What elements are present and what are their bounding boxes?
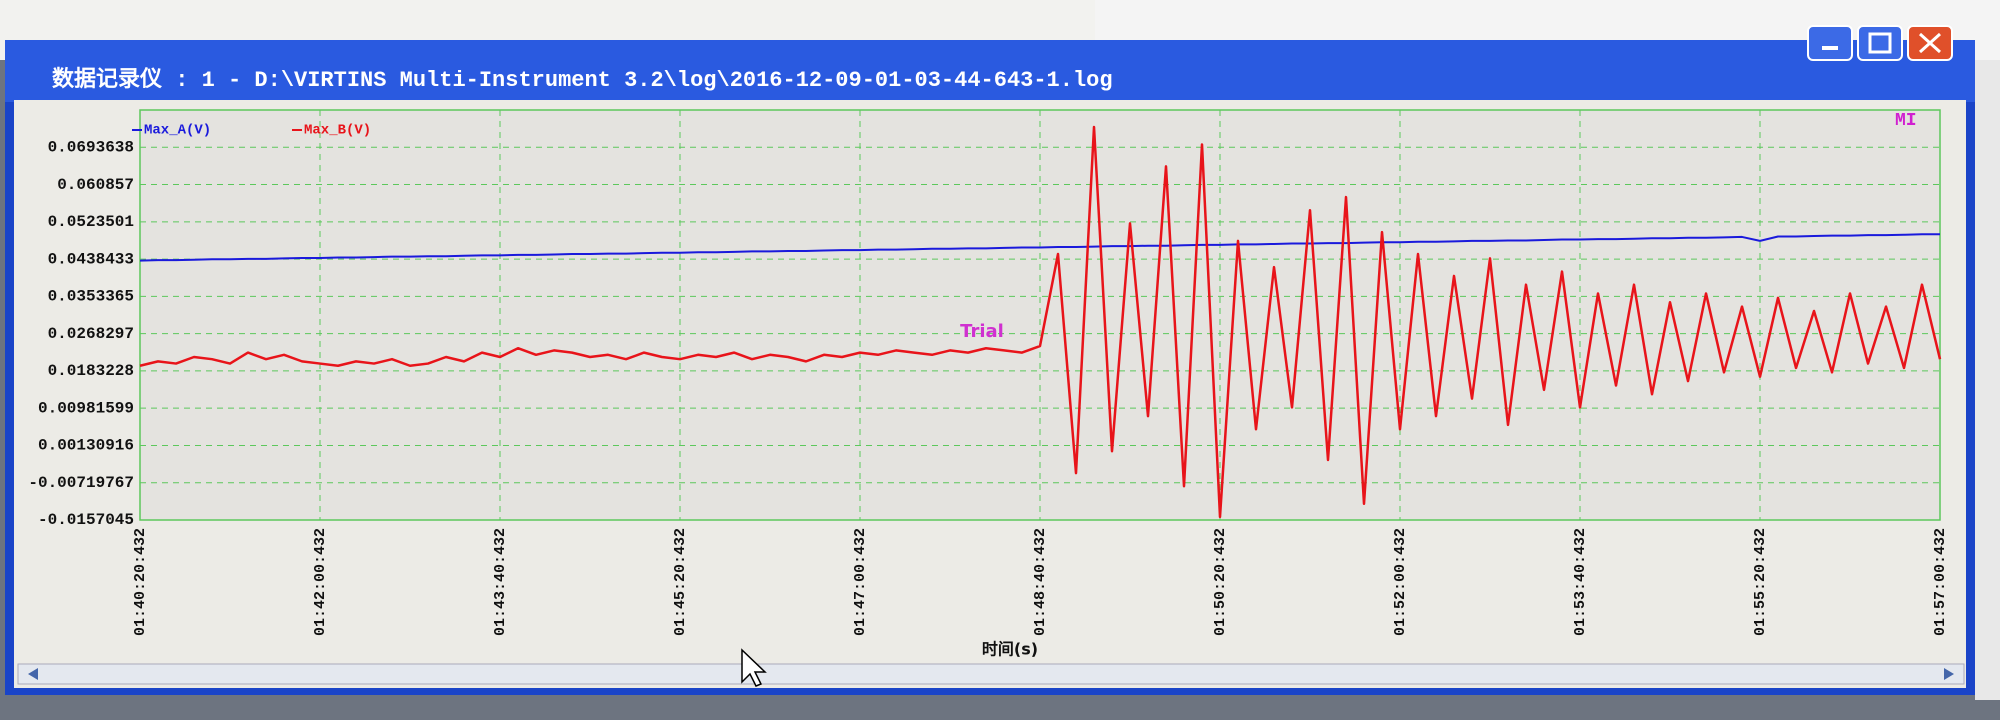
horizontal-scrollbar[interactable] (17, 663, 1965, 685)
y-tick-label: 0.0438433 (48, 250, 134, 268)
chart: -0.0157045 -0.00719767 0.00130916 0.0098159… (28, 110, 1949, 659)
window-title: 数据记录仪 : 1 - D:\VIRTINS Multi-Instrument … (52, 66, 1113, 93)
x-tick-label: 01:50:20:432 (1212, 528, 1229, 636)
maximize-button[interactable] (1857, 25, 1903, 61)
minimize-icon (1822, 46, 1838, 50)
y-tick-label: 0.00130916 (38, 437, 134, 455)
legend-label: Max_B(V) (304, 123, 371, 139)
x-tick-label: 01:42:00:432 (312, 528, 329, 636)
x-tick-label: 01:43:40:432 (492, 528, 509, 636)
close-icon (1918, 32, 1942, 54)
x-tick-label: 01:53:40:432 (1572, 528, 1589, 636)
x-tick-label: 01:52:00:432 (1392, 528, 1409, 636)
x-tick-label: 01:45:20:432 (672, 528, 689, 636)
mouse-cursor (741, 648, 767, 687)
y-tick-label: -0.0157045 (38, 511, 134, 529)
data-line (139, 233, 1940, 262)
x-tick-label: 01:40:20:432 (132, 528, 149, 636)
x-tick-label: 01:57:00:432 (1932, 528, 1949, 636)
y-tick-label: -0.00719767 (28, 474, 134, 492)
y-tick-label: 0.0353365 (48, 288, 134, 306)
y-tick-label: 0.0183228 (48, 362, 134, 380)
watermark: Trial (960, 321, 1004, 342)
y-tick-label: 0.0523501 (48, 213, 134, 231)
maximize-icon (1868, 32, 1892, 54)
y-tick-label: 0.0268297 (48, 325, 134, 343)
legend-label: Max_A(V) (144, 123, 211, 139)
minimize-button[interactable] (1807, 25, 1853, 61)
y-tick-label: 0.0693638 (48, 138, 134, 156)
x-tick-label: 01:55:20:432 (1752, 528, 1769, 636)
title-bar (5, 40, 1975, 102)
background-window (1975, 60, 2000, 700)
x-axis-label: 时间(s) (982, 640, 1038, 659)
mi-logo: MI (1895, 111, 1917, 131)
plot-area (139, 109, 1941, 521)
data-line (139, 125, 1942, 519)
scroll-right-button[interactable] (1944, 668, 1954, 680)
x-tick-label: 01:48:40:432 (1032, 528, 1049, 636)
scroll-left-button[interactable] (28, 668, 38, 680)
x-tick-label: 01:47:00:432 (852, 528, 869, 636)
y-tick-label: 0.00981599 (38, 399, 134, 417)
y-tick-label: 0.060857 (57, 176, 134, 194)
